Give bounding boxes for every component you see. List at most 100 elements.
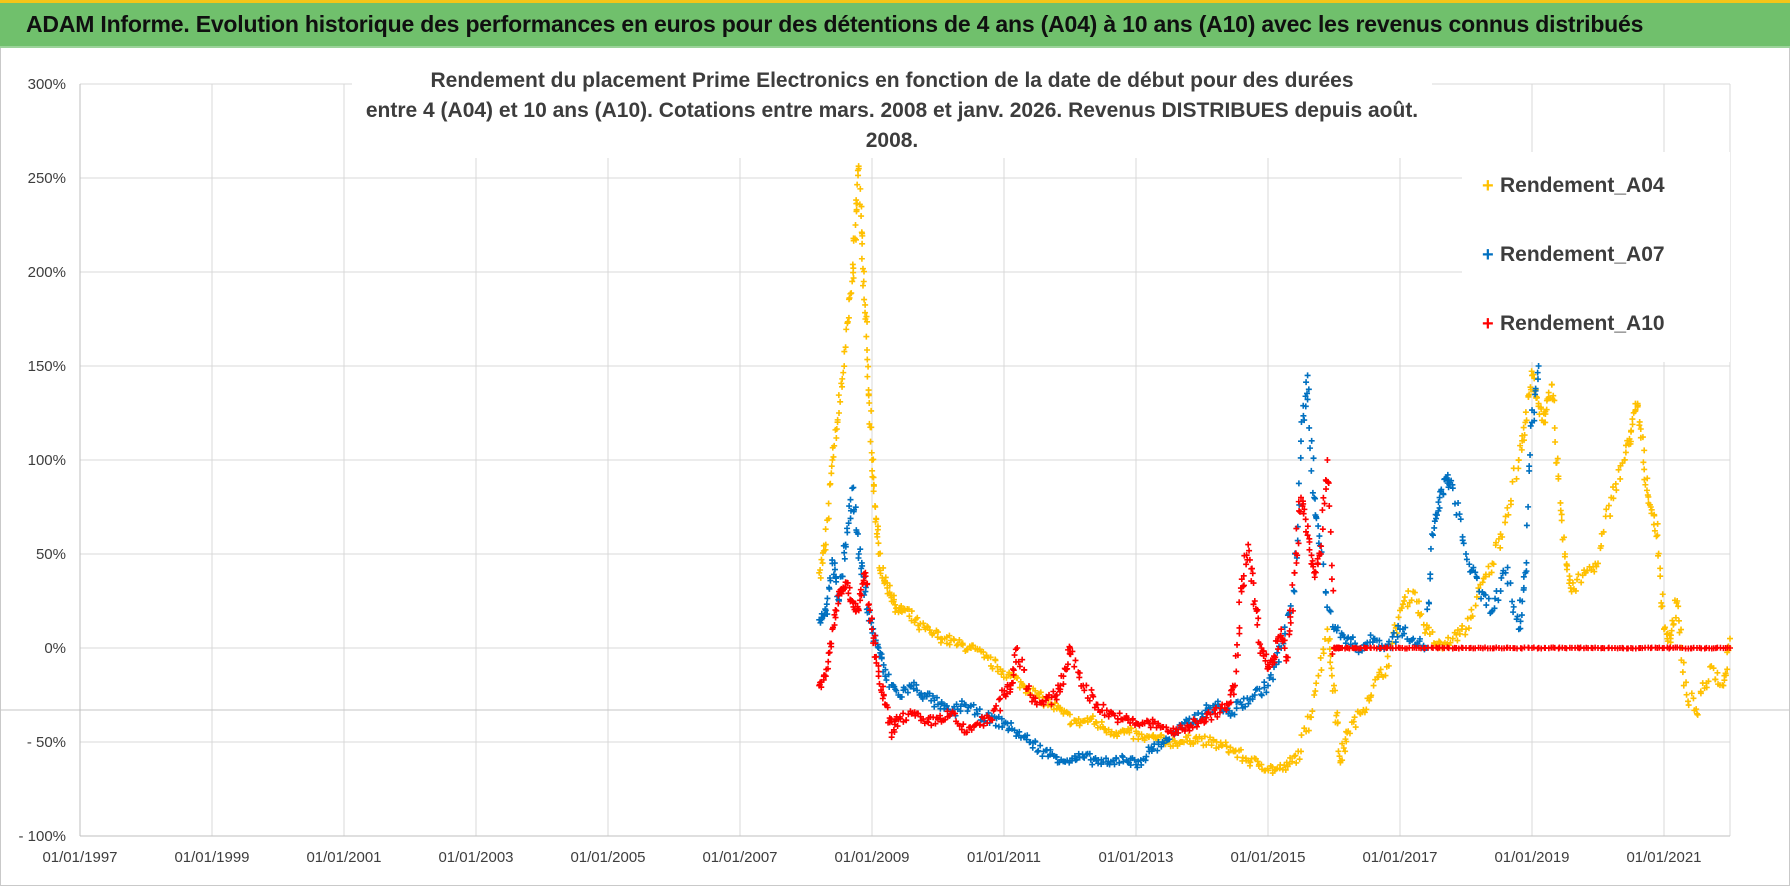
point-rendement-a04 xyxy=(1695,712,1701,718)
point-rendement-a04 xyxy=(1613,487,1619,493)
point-rendement-a07 xyxy=(1510,609,1516,615)
point-rendement-a04 xyxy=(866,392,872,398)
point-rendement-a04 xyxy=(1353,724,1359,730)
x-tick-label: 01/01/1997 xyxy=(42,849,117,866)
point-rendement-a10 xyxy=(1072,657,1078,663)
point-rendement-a04 xyxy=(1617,476,1623,482)
point-rendement-a04 xyxy=(1485,564,1491,570)
point-rendement-a10 xyxy=(1329,576,1335,582)
point-rendement-a07 xyxy=(1296,480,1302,486)
point-rendement-a04 xyxy=(828,470,834,476)
point-rendement-a04 xyxy=(860,283,866,289)
point-rendement-a04 xyxy=(833,435,839,441)
point-rendement-a04 xyxy=(1644,487,1650,493)
x-tick-label: 01/01/2015 xyxy=(1230,849,1305,866)
point-rendement-a07 xyxy=(1008,720,1014,726)
point-rendement-a04 xyxy=(829,463,835,469)
point-rendement-a10 xyxy=(997,708,1003,714)
point-rendement-a10 xyxy=(1320,526,1326,532)
point-rendement-a04 xyxy=(1523,409,1529,415)
point-rendement-a10 xyxy=(1292,570,1298,576)
point-rendement-a04 xyxy=(1308,714,1314,720)
point-rendement-a07 xyxy=(1430,532,1436,538)
point-rendement-a07 xyxy=(1037,743,1043,749)
point-rendement-a07 xyxy=(1458,516,1464,522)
legend-marker-a07: + xyxy=(1482,244,1500,267)
x-tick-label: 01/01/2017 xyxy=(1362,849,1437,866)
point-rendement-a04 xyxy=(1684,692,1690,698)
point-rendement-a07 xyxy=(1119,753,1125,759)
point-rendement-a04 xyxy=(1559,517,1565,523)
point-rendement-a04 xyxy=(863,334,869,340)
point-rendement-a10 xyxy=(1236,599,1242,605)
point-rendement-a04 xyxy=(938,640,944,646)
point-rendement-a10 xyxy=(1293,560,1299,566)
point-rendement-a04 xyxy=(1401,598,1407,604)
point-rendement-a04 xyxy=(1558,508,1564,514)
point-rendement-a10 xyxy=(1234,642,1240,648)
legend-item-a10: + Rendement_A10 xyxy=(1482,312,1665,336)
point-rendement-a04 xyxy=(841,363,847,369)
y-tick-label: 200% xyxy=(28,264,66,281)
point-rendement-a10 xyxy=(1255,615,1261,621)
legend-item-a04: + Rendement_A04 xyxy=(1482,174,1665,198)
point-rendement-a04 xyxy=(1630,421,1636,427)
point-rendement-a04 xyxy=(1468,607,1474,613)
point-rendement-a04 xyxy=(854,182,860,188)
point-rendement-a04 xyxy=(1521,425,1527,431)
point-rendement-a04 xyxy=(1327,659,1333,665)
point-rendement-a07 xyxy=(993,723,999,729)
point-rendement-a07 xyxy=(1039,753,1045,759)
point-rendement-a04 xyxy=(841,349,847,355)
point-rendement-a04 xyxy=(1552,425,1558,431)
point-rendement-a10 xyxy=(876,668,882,674)
point-rendement-a04 xyxy=(1680,669,1686,675)
point-rendement-a07 xyxy=(1315,523,1321,529)
point-rendement-a07 xyxy=(1308,468,1314,474)
x-tick-label: 01/01/2003 xyxy=(438,849,513,866)
x-tick-label: 01/01/2005 xyxy=(570,849,645,866)
point-rendement-a04 xyxy=(859,256,865,262)
point-rendement-a07 xyxy=(1291,588,1297,594)
point-rendement-a04 xyxy=(1462,632,1468,638)
point-rendement-a10 xyxy=(869,626,875,632)
point-rendement-a04 xyxy=(1578,579,1584,585)
point-rendement-a07 xyxy=(1486,596,1492,602)
point-rendement-a04 xyxy=(1642,482,1648,488)
point-rendement-a04 xyxy=(1727,636,1733,642)
point-rendement-a04 xyxy=(1491,561,1497,567)
point-rendement-a04 xyxy=(1516,457,1522,463)
point-rendement-a04 xyxy=(1629,416,1635,422)
point-rendement-a07 xyxy=(1535,376,1541,382)
point-rendement-a10 xyxy=(1012,652,1018,658)
point-rendement-a07 xyxy=(1508,580,1514,586)
point-rendement-a04 xyxy=(850,270,856,276)
point-rendement-a04 xyxy=(1623,449,1629,455)
point-rendement-a10 xyxy=(1236,631,1242,637)
point-rendement-a04 xyxy=(869,468,875,474)
legend-marker-a10: + xyxy=(1482,313,1500,336)
point-rendement-a04 xyxy=(870,456,876,462)
point-rendement-a04 xyxy=(823,526,829,532)
point-rendement-a10 xyxy=(1289,582,1295,588)
point-rendement-a04 xyxy=(1335,748,1341,754)
point-rendement-a07 xyxy=(1261,679,1267,685)
point-rendement-a10 xyxy=(1319,507,1325,513)
point-rendement-a04 xyxy=(1331,683,1337,689)
point-rendement-a04 xyxy=(868,408,874,414)
point-rendement-a07 xyxy=(1316,533,1322,539)
point-rendement-a04 xyxy=(843,326,849,332)
point-rendement-a10 xyxy=(828,641,834,647)
point-rendement-a10 xyxy=(1303,516,1309,522)
point-rendement-a10 xyxy=(1306,547,1312,553)
point-rendement-a04 xyxy=(1515,465,1521,471)
y-tick-label: 100% xyxy=(28,452,66,469)
point-rendement-a10 xyxy=(1320,495,1326,501)
point-rendement-a04 xyxy=(869,450,875,456)
point-rendement-a07 xyxy=(1437,495,1443,501)
y-tick-label: 150% xyxy=(28,358,66,375)
point-rendement-a07 xyxy=(841,550,847,556)
point-rendement-a04 xyxy=(1657,565,1663,571)
point-rendement-a10 xyxy=(1324,457,1330,463)
point-rendement-a07 xyxy=(1463,551,1469,557)
